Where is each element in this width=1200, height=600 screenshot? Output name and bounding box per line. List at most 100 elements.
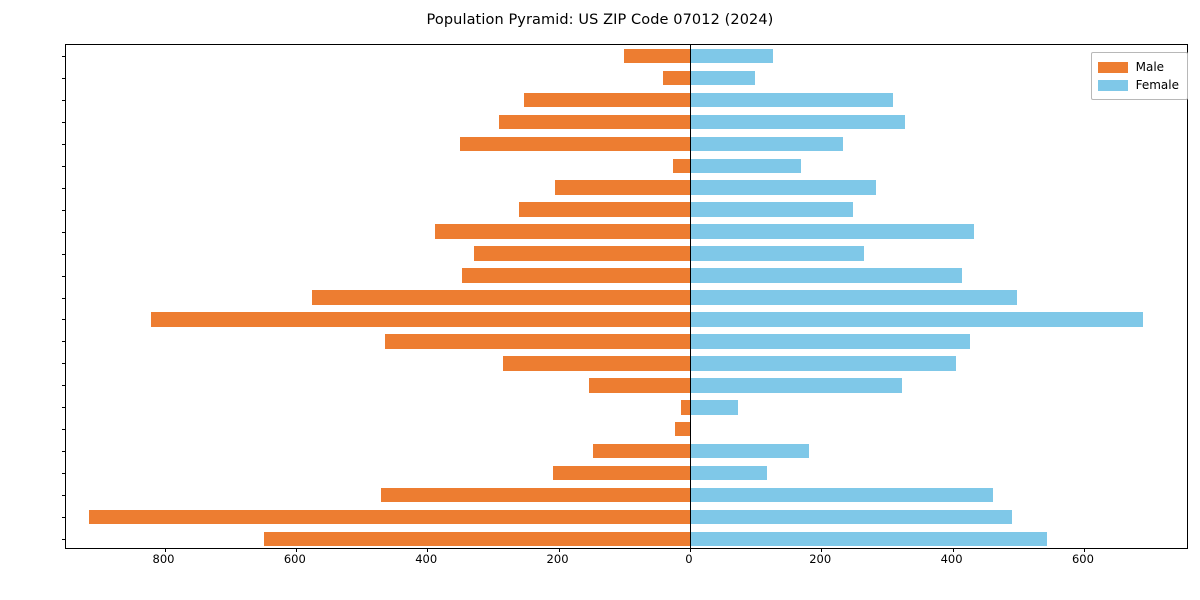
bar-female-65-66	[689, 158, 801, 173]
bar-male-15-17	[553, 465, 690, 481]
bar-row	[66, 400, 1187, 415]
bar-male-10-14	[381, 487, 690, 503]
y-tick-mark	[62, 209, 66, 211]
legend-label: Female	[1135, 78, 1179, 92]
bar-male-80-84	[662, 70, 690, 86]
y-tick-mark	[62, 121, 66, 123]
x-tick-mark	[952, 548, 954, 552]
y-tick-mark	[62, 451, 66, 453]
x-tick-mark	[821, 548, 823, 552]
bar-row	[66, 421, 1187, 437]
y-tick-mark	[62, 55, 66, 57]
bar-female-50-54	[689, 246, 864, 261]
bar-row	[66, 70, 1187, 86]
bar-female-5-9	[689, 509, 1013, 525]
y-tick-mark	[62, 187, 66, 189]
bar-female-40-44	[689, 290, 1017, 305]
y-tick-mark	[62, 165, 66, 167]
legend-label: Male	[1135, 60, 1165, 74]
zero-axis-line	[689, 45, 692, 548]
y-tick-mark	[62, 319, 66, 321]
x-tick-mark	[558, 548, 560, 552]
legend-item-female[interactable]: Female	[1097, 76, 1179, 94]
bar-female-18-19	[689, 443, 809, 459]
bar-female-35-39	[689, 312, 1143, 327]
bar-row	[66, 158, 1187, 173]
y-tick-mark	[62, 429, 66, 431]
x-tick-label-3: 200	[546, 552, 569, 566]
legend-item-male[interactable]: Male	[1097, 58, 1179, 76]
bar-female-22-24	[689, 378, 902, 393]
y-tick-mark	[62, 143, 66, 145]
bar-row	[66, 202, 1187, 217]
bar-male-25-29	[502, 356, 690, 371]
bar-row	[66, 114, 1187, 130]
y-tick-mark	[62, 495, 66, 497]
bar-male-18-19	[592, 443, 690, 459]
bar-row	[66, 136, 1187, 152]
bar-row	[66, 356, 1187, 371]
y-tick-mark	[62, 253, 66, 255]
bar-row	[66, 312, 1187, 327]
bar-male-30-34	[384, 334, 690, 349]
y-tick-mark	[62, 539, 66, 541]
bar-female-85-	[689, 48, 773, 64]
bar-female-21	[689, 400, 739, 415]
bar-male-20	[675, 421, 690, 437]
y-tick-mark	[62, 275, 66, 277]
bar-male-67-69	[460, 136, 690, 152]
legend-swatch-icon	[1097, 61, 1128, 73]
bar-female-25-29	[689, 356, 956, 371]
chart-title: Population Pyramid: US ZIP Code 07012 (2…	[426, 12, 774, 28]
bar-female-45-49	[689, 268, 963, 283]
bar-female-under-5	[689, 531, 1048, 547]
bar-row	[66, 509, 1187, 525]
bar-female-30-34	[689, 334, 971, 349]
bar-male-45-49	[462, 268, 690, 283]
bar-female-10-14	[689, 487, 994, 503]
y-tick-mark	[62, 77, 66, 79]
bar-row	[66, 531, 1187, 547]
plot-area	[62, 44, 1188, 552]
bar-female-75-79	[689, 92, 893, 108]
y-tick-mark	[62, 407, 66, 409]
y-tick-mark	[62, 473, 66, 475]
bar-male-40-44	[312, 290, 690, 305]
x-tick-mark	[164, 548, 166, 552]
y-tick-mark	[62, 341, 66, 343]
bar-male-55-59	[435, 224, 690, 239]
bar-male-70-74	[499, 114, 690, 130]
x-tick-label-1: 600	[283, 552, 306, 566]
x-tick-label-2: 400	[415, 552, 438, 566]
y-tick-mark	[62, 231, 66, 233]
bar-male-under-5	[264, 531, 690, 547]
bar-row	[66, 92, 1187, 108]
bar-male-85-	[623, 48, 690, 64]
bar-male-5-9	[88, 509, 690, 525]
x-tick-label-0: 800	[152, 552, 175, 566]
bar-row	[66, 180, 1187, 195]
y-tick-mark	[62, 297, 66, 299]
bar-row	[66, 224, 1187, 239]
bar-male-35-39	[150, 312, 690, 327]
bar-female-67-69	[689, 136, 843, 152]
bars-layer	[66, 45, 1187, 548]
bar-female-80-84	[689, 70, 755, 86]
legend-swatch-icon	[1097, 79, 1128, 91]
bar-female-62-64	[689, 180, 876, 195]
bar-row	[66, 268, 1187, 283]
bar-female-60-61	[689, 202, 854, 217]
bar-row	[66, 246, 1187, 261]
bar-row	[66, 48, 1187, 64]
chart-legend: Male Female	[1090, 52, 1188, 100]
bar-row	[66, 290, 1187, 305]
x-tick-label-6: 400	[940, 552, 963, 566]
bar-female-70-74	[689, 114, 906, 130]
x-tick-label-7: 600	[1071, 552, 1094, 566]
bar-male-62-64	[554, 180, 690, 195]
bar-row	[66, 443, 1187, 459]
bar-female-55-59	[689, 224, 975, 239]
bar-male-22-24	[589, 378, 690, 393]
bar-male-75-79	[524, 92, 690, 108]
